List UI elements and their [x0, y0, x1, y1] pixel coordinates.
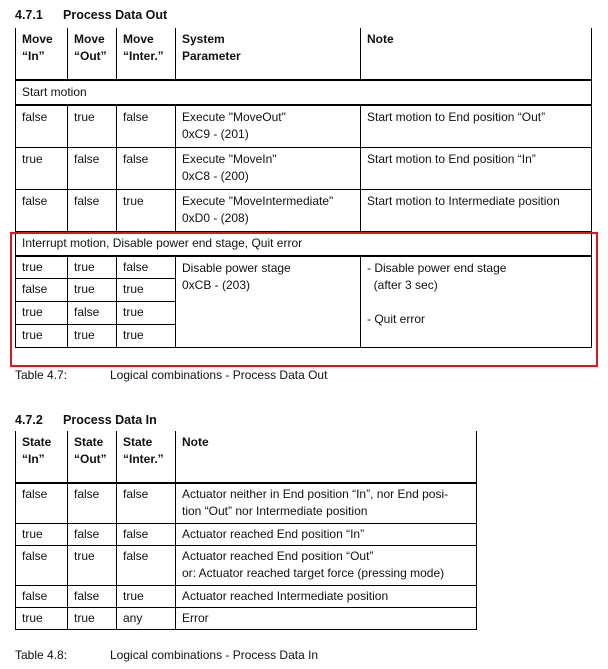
section-heading-4-7-2: 4.7.2 Process Data In — [15, 413, 157, 428]
table-cell: Actuator neither in End position “In”, n… — [175, 482, 477, 524]
table-cell: true — [67, 104, 117, 148]
table-cell: false — [15, 278, 68, 302]
table-cell: true — [67, 544, 117, 586]
table-cell: false — [67, 301, 117, 325]
table-cell: false — [116, 146, 176, 190]
table-cell: Actuator reached End position “Out” or: … — [175, 544, 477, 586]
caption-text: Logical combinations - Process Data In — [110, 648, 319, 662]
table-cell: false — [116, 544, 176, 586]
system-parameter-cell: Disable power stage 0xCB - (203) — [175, 255, 361, 348]
table-cell: true — [67, 324, 117, 348]
table-row: true true false Disable power stage 0xCB - … — [15, 255, 592, 348]
column-header: Move “Out” — [67, 28, 117, 81]
table-cell: true — [116, 324, 176, 348]
table-cell: Actuator reached End position “In” — [175, 522, 477, 546]
table-cell: false — [67, 584, 117, 608]
table-cell: true — [116, 301, 176, 325]
header-row: State “In” State “Out” State “Inter.” Note — [15, 431, 477, 484]
group-row: Interrupt motion, Disable power end stag… — [15, 230, 592, 257]
table-cell: true — [15, 301, 68, 325]
table-cell: false — [116, 255, 176, 279]
table-cell: false — [15, 188, 68, 232]
table-cell: false — [116, 482, 176, 524]
caption-number: Table 4.7: — [15, 368, 68, 382]
column-header: Note — [360, 28, 592, 81]
table-cell: Execute "MoveOut" 0xC9 - (201) — [175, 104, 361, 148]
table-cell: true — [67, 606, 117, 630]
table-cell: Actuator reached Intermediate position — [175, 584, 477, 608]
table-cell: Start motion to Intermediate position — [360, 188, 592, 232]
column-header: State “Inter.” — [116, 431, 176, 484]
table-cell: Execute "MoveIntermediate" 0xD0 - (208) — [175, 188, 361, 232]
column-header: State “In” — [15, 431, 68, 484]
table-cell: true — [116, 584, 176, 608]
table-cell: true — [15, 146, 68, 190]
table-row: false false true Execute "MoveIntermediate"… — [15, 188, 592, 232]
section-title: Process Data In — [63, 413, 157, 427]
table-cell: false — [15, 104, 68, 148]
table-cell: true — [15, 606, 68, 630]
section-number: 4.7.1 — [15, 8, 43, 22]
table-cell: Start motion to End position “Out” — [360, 104, 592, 148]
table-caption: Table 4.7: Logical combinations - Process… — [15, 368, 327, 383]
process-data-in-table: State “In” State “Out” State “Inter.” Note … — [15, 431, 477, 630]
group-row: Start motion — [15, 79, 592, 106]
table-cell: false — [67, 482, 117, 524]
table-cell: true — [67, 278, 117, 302]
process-data-out-table: Move “In” Move “Out” Move “Inter.” System P… — [15, 28, 592, 348]
table-row: true false false Execute "MoveIn" 0xC8 - (2… — [15, 146, 592, 190]
table-cell: false — [15, 544, 68, 586]
caption-number: Table 4.8: — [15, 648, 68, 662]
table-row: false true false Actuator reached End posit… — [15, 544, 477, 586]
table-cell: true — [67, 255, 117, 279]
table-row: true true any Error — [15, 606, 477, 630]
column-header: Note — [175, 431, 477, 484]
table-row: false false true Actuator reached Intermedi… — [15, 584, 477, 608]
table-row: true true true — [15, 324, 592, 348]
table-row: true false false Actuator reached End posit… — [15, 522, 477, 546]
table-cell: false — [116, 104, 176, 148]
group-start-motion: Start motion — [15, 79, 592, 106]
section-heading-4-7-1: 4.7.1 Process Data Out — [15, 8, 167, 23]
table-cell: true — [116, 278, 176, 302]
table-cell: Error — [175, 606, 477, 630]
table-cell: any — [116, 606, 176, 630]
table-cell: true — [116, 188, 176, 232]
group-interrupt-motion: Interrupt motion, Disable power end stag… — [15, 230, 592, 257]
column-header: Move “In” — [15, 28, 68, 81]
column-header: Move “Inter.” — [116, 28, 176, 81]
note-cell: - Disable power end stage (after 3 sec) … — [360, 255, 592, 348]
table-row: false true true — [15, 278, 592, 302]
table-cell: true — [15, 255, 68, 279]
table-cell: false — [116, 522, 176, 546]
table-cell: true — [15, 522, 68, 546]
table-cell: false — [15, 482, 68, 524]
table-cell: Execute "MoveIn" 0xC8 - (200) — [175, 146, 361, 190]
column-header: State “Out” — [67, 431, 117, 484]
table-cell: false — [67, 188, 117, 232]
table-row: false true false Execute "MoveOut" 0xC9 - (… — [15, 104, 592, 148]
caption-text: Logical combinations - Process Data Out — [110, 368, 328, 382]
section-title: Process Data Out — [63, 8, 168, 22]
table-cell: Start motion to End position “In” — [360, 146, 592, 190]
table-caption: Table 4.8: Logical combinations - Process… — [15, 648, 318, 663]
table-cell: true — [15, 324, 68, 348]
header-row: Move “In” Move “Out” Move “Inter.” System P… — [15, 28, 592, 81]
section-number: 4.7.2 — [15, 413, 43, 427]
table-cell: false — [67, 522, 117, 546]
table-row: true false true — [15, 301, 592, 325]
column-header: System Parameter — [175, 28, 361, 81]
table-cell: false — [15, 584, 68, 608]
table-cell: false — [67, 146, 117, 190]
table-row: false false false Actuator neither in End p… — [15, 482, 477, 524]
